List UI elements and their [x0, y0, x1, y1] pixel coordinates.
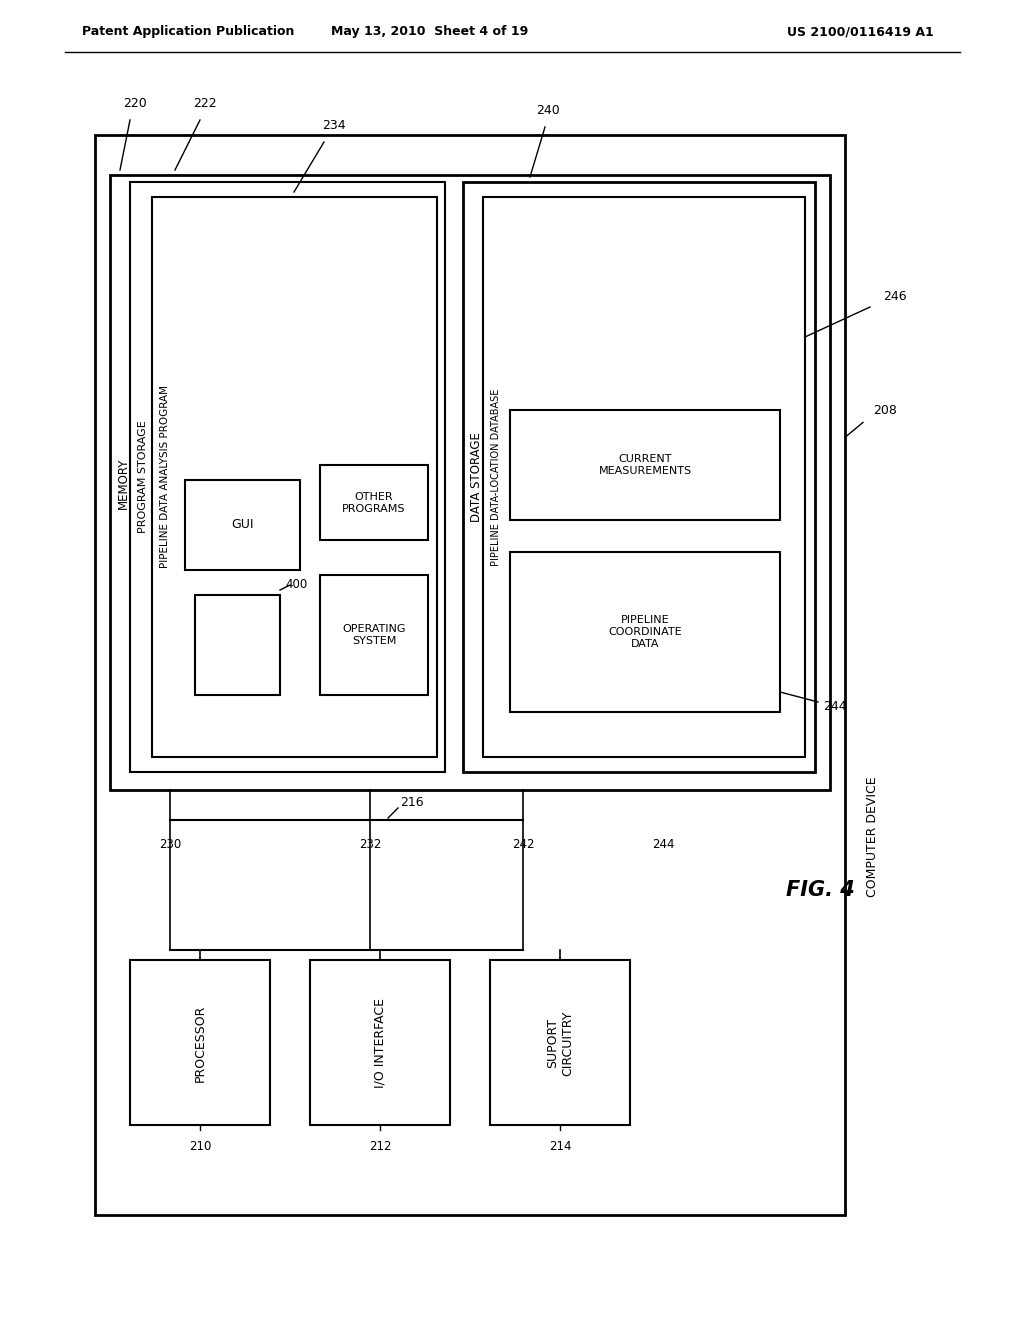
- Text: PROCESSOR: PROCESSOR: [194, 1005, 207, 1081]
- Text: May 13, 2010  Sheet 4 of 19: May 13, 2010 Sheet 4 of 19: [332, 25, 528, 38]
- Text: 232: 232: [358, 838, 381, 851]
- Text: 234: 234: [323, 119, 346, 132]
- Bar: [510, 411, 780, 520]
- Text: I/O INTERFACE: I/O INTERFACE: [374, 998, 386, 1088]
- Bar: [319, 576, 428, 696]
- Text: 230: 230: [159, 838, 181, 851]
- Text: 400: 400: [285, 578, 307, 591]
- Text: US 2100/0116419 A1: US 2100/0116419 A1: [786, 25, 933, 38]
- Text: 214: 214: [549, 1140, 571, 1152]
- Bar: [483, 197, 805, 756]
- Text: 246: 246: [883, 290, 906, 304]
- Bar: [185, 480, 300, 570]
- Text: SUPORT
CIRCUITRY: SUPORT CIRCUITRY: [546, 1010, 574, 1076]
- Text: PIPELINE DATA-LOCATION DATABASE: PIPELINE DATA-LOCATION DATABASE: [490, 388, 501, 566]
- Bar: [490, 960, 630, 1125]
- Text: OPERATING
SYSTEM: OPERATING SYSTEM: [342, 624, 406, 645]
- Text: PROGRAM STORAGE: PROGRAM STORAGE: [138, 421, 148, 533]
- Text: 240: 240: [537, 104, 560, 117]
- Text: 244: 244: [823, 701, 847, 714]
- Bar: [310, 960, 450, 1125]
- Text: PIPELINE
COORDINATE
DATA: PIPELINE COORDINATE DATA: [608, 615, 682, 648]
- Bar: [510, 552, 780, 711]
- Text: COMPUTER DEVICE: COMPUTER DEVICE: [866, 776, 880, 898]
- Bar: [463, 182, 815, 772]
- Text: 242: 242: [512, 838, 535, 851]
- Bar: [319, 465, 428, 540]
- Text: 220: 220: [123, 96, 146, 110]
- Text: 244: 244: [651, 838, 674, 851]
- Text: 212: 212: [369, 1140, 391, 1152]
- Text: MEMORY: MEMORY: [117, 457, 129, 508]
- Bar: [110, 176, 830, 789]
- Bar: [95, 135, 845, 1214]
- Text: Patent Application Publication: Patent Application Publication: [82, 25, 294, 38]
- Text: DATA STORAGE: DATA STORAGE: [469, 432, 482, 521]
- Text: FIG. 4: FIG. 4: [785, 880, 854, 900]
- Text: CURRENT
MEASUREMENTS: CURRENT MEASUREMENTS: [598, 454, 691, 475]
- Bar: [195, 595, 280, 696]
- Text: OTHER
PROGRAMS: OTHER PROGRAMS: [342, 492, 406, 513]
- Text: 216: 216: [400, 796, 424, 808]
- Text: GUI: GUI: [230, 519, 253, 532]
- Text: 210: 210: [188, 1140, 211, 1152]
- Bar: [130, 960, 270, 1125]
- Text: PIPELINE DATA ANALYSIS PROGRAM: PIPELINE DATA ANALYSIS PROGRAM: [160, 385, 170, 569]
- Bar: [130, 182, 445, 772]
- Bar: [152, 197, 437, 756]
- Text: 222: 222: [194, 96, 217, 110]
- Text: 208: 208: [873, 404, 897, 417]
